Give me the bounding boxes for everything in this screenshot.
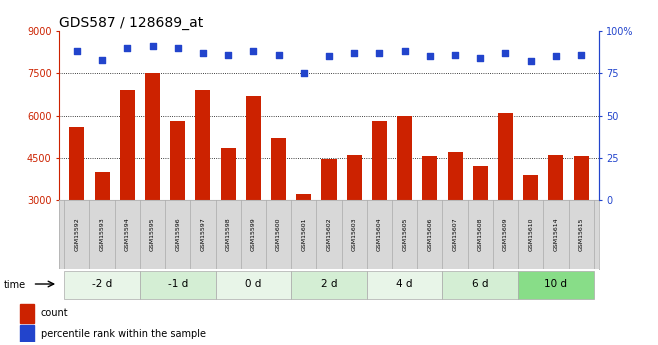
- Text: GSM15605: GSM15605: [402, 218, 407, 252]
- Bar: [291, 270, 367, 298]
- Bar: [442, 270, 518, 298]
- Text: GSM15614: GSM15614: [553, 218, 559, 252]
- Point: [72, 49, 82, 54]
- Bar: [216, 270, 291, 298]
- Bar: [372, 121, 387, 285]
- Bar: [447, 152, 463, 285]
- Point: [475, 55, 486, 61]
- Point: [576, 52, 586, 58]
- Text: GSM15615: GSM15615: [578, 218, 584, 252]
- Text: time: time: [3, 280, 26, 289]
- Text: GSM15595: GSM15595: [150, 218, 155, 252]
- Text: -2 d: -2 d: [92, 279, 113, 289]
- Point: [374, 50, 385, 56]
- Point: [324, 54, 334, 59]
- Text: 2 d: 2 d: [320, 279, 338, 289]
- Text: GSM15600: GSM15600: [276, 218, 281, 252]
- Bar: [246, 96, 261, 285]
- Point: [500, 50, 511, 56]
- Text: GSM15604: GSM15604: [377, 218, 382, 252]
- Text: -1 d: -1 d: [168, 279, 188, 289]
- Bar: [20, 325, 34, 344]
- Text: GSM15592: GSM15592: [74, 218, 80, 252]
- Text: 6 d: 6 d: [472, 279, 488, 289]
- Bar: [422, 156, 438, 285]
- Bar: [347, 155, 362, 285]
- Bar: [518, 270, 594, 298]
- Text: GSM15597: GSM15597: [201, 218, 205, 252]
- Point: [122, 45, 132, 51]
- Point: [147, 43, 158, 49]
- Bar: [498, 113, 513, 285]
- Point: [248, 49, 259, 54]
- Point: [526, 59, 536, 64]
- Text: GSM15608: GSM15608: [478, 218, 483, 252]
- Point: [450, 52, 461, 58]
- Text: GSM15606: GSM15606: [427, 218, 432, 252]
- Text: count: count: [41, 308, 68, 318]
- Text: 4 d: 4 d: [396, 279, 413, 289]
- Text: 0 d: 0 d: [245, 279, 261, 289]
- Text: GDS587 / 128689_at: GDS587 / 128689_at: [59, 16, 203, 30]
- Bar: [195, 90, 211, 285]
- Text: GSM15598: GSM15598: [226, 218, 231, 252]
- Point: [299, 71, 309, 76]
- Point: [197, 50, 208, 56]
- Bar: [296, 195, 311, 285]
- Bar: [140, 270, 216, 298]
- Point: [172, 45, 183, 51]
- Text: GSM15603: GSM15603: [352, 218, 357, 252]
- Bar: [548, 155, 563, 285]
- Point: [551, 54, 561, 59]
- Bar: [397, 116, 412, 285]
- Bar: [523, 175, 538, 285]
- Bar: [170, 121, 186, 285]
- Bar: [95, 172, 110, 285]
- Bar: [220, 148, 236, 285]
- Text: 10 d: 10 d: [544, 279, 567, 289]
- Point: [424, 54, 435, 59]
- Text: GSM15602: GSM15602: [326, 218, 332, 252]
- Text: GSM15596: GSM15596: [175, 218, 180, 252]
- Point: [97, 57, 107, 62]
- Bar: [574, 156, 589, 285]
- Bar: [367, 270, 442, 298]
- Bar: [271, 138, 286, 285]
- Point: [273, 52, 284, 58]
- Bar: [472, 166, 488, 285]
- Bar: [145, 73, 160, 285]
- Text: percentile rank within the sample: percentile rank within the sample: [41, 329, 206, 339]
- Text: GSM15594: GSM15594: [125, 218, 130, 252]
- Bar: [120, 90, 135, 285]
- Bar: [322, 159, 336, 285]
- Text: GSM15599: GSM15599: [251, 218, 256, 252]
- Text: GSM15607: GSM15607: [453, 218, 457, 252]
- Point: [349, 50, 359, 56]
- Text: GSM15601: GSM15601: [301, 218, 306, 252]
- Bar: [20, 304, 34, 323]
- Text: GSM15609: GSM15609: [503, 218, 508, 252]
- Point: [399, 49, 410, 54]
- Text: GSM15593: GSM15593: [99, 218, 105, 252]
- Point: [223, 52, 234, 58]
- Bar: [69, 127, 84, 285]
- Bar: [64, 270, 140, 298]
- Text: GSM15610: GSM15610: [528, 218, 533, 252]
